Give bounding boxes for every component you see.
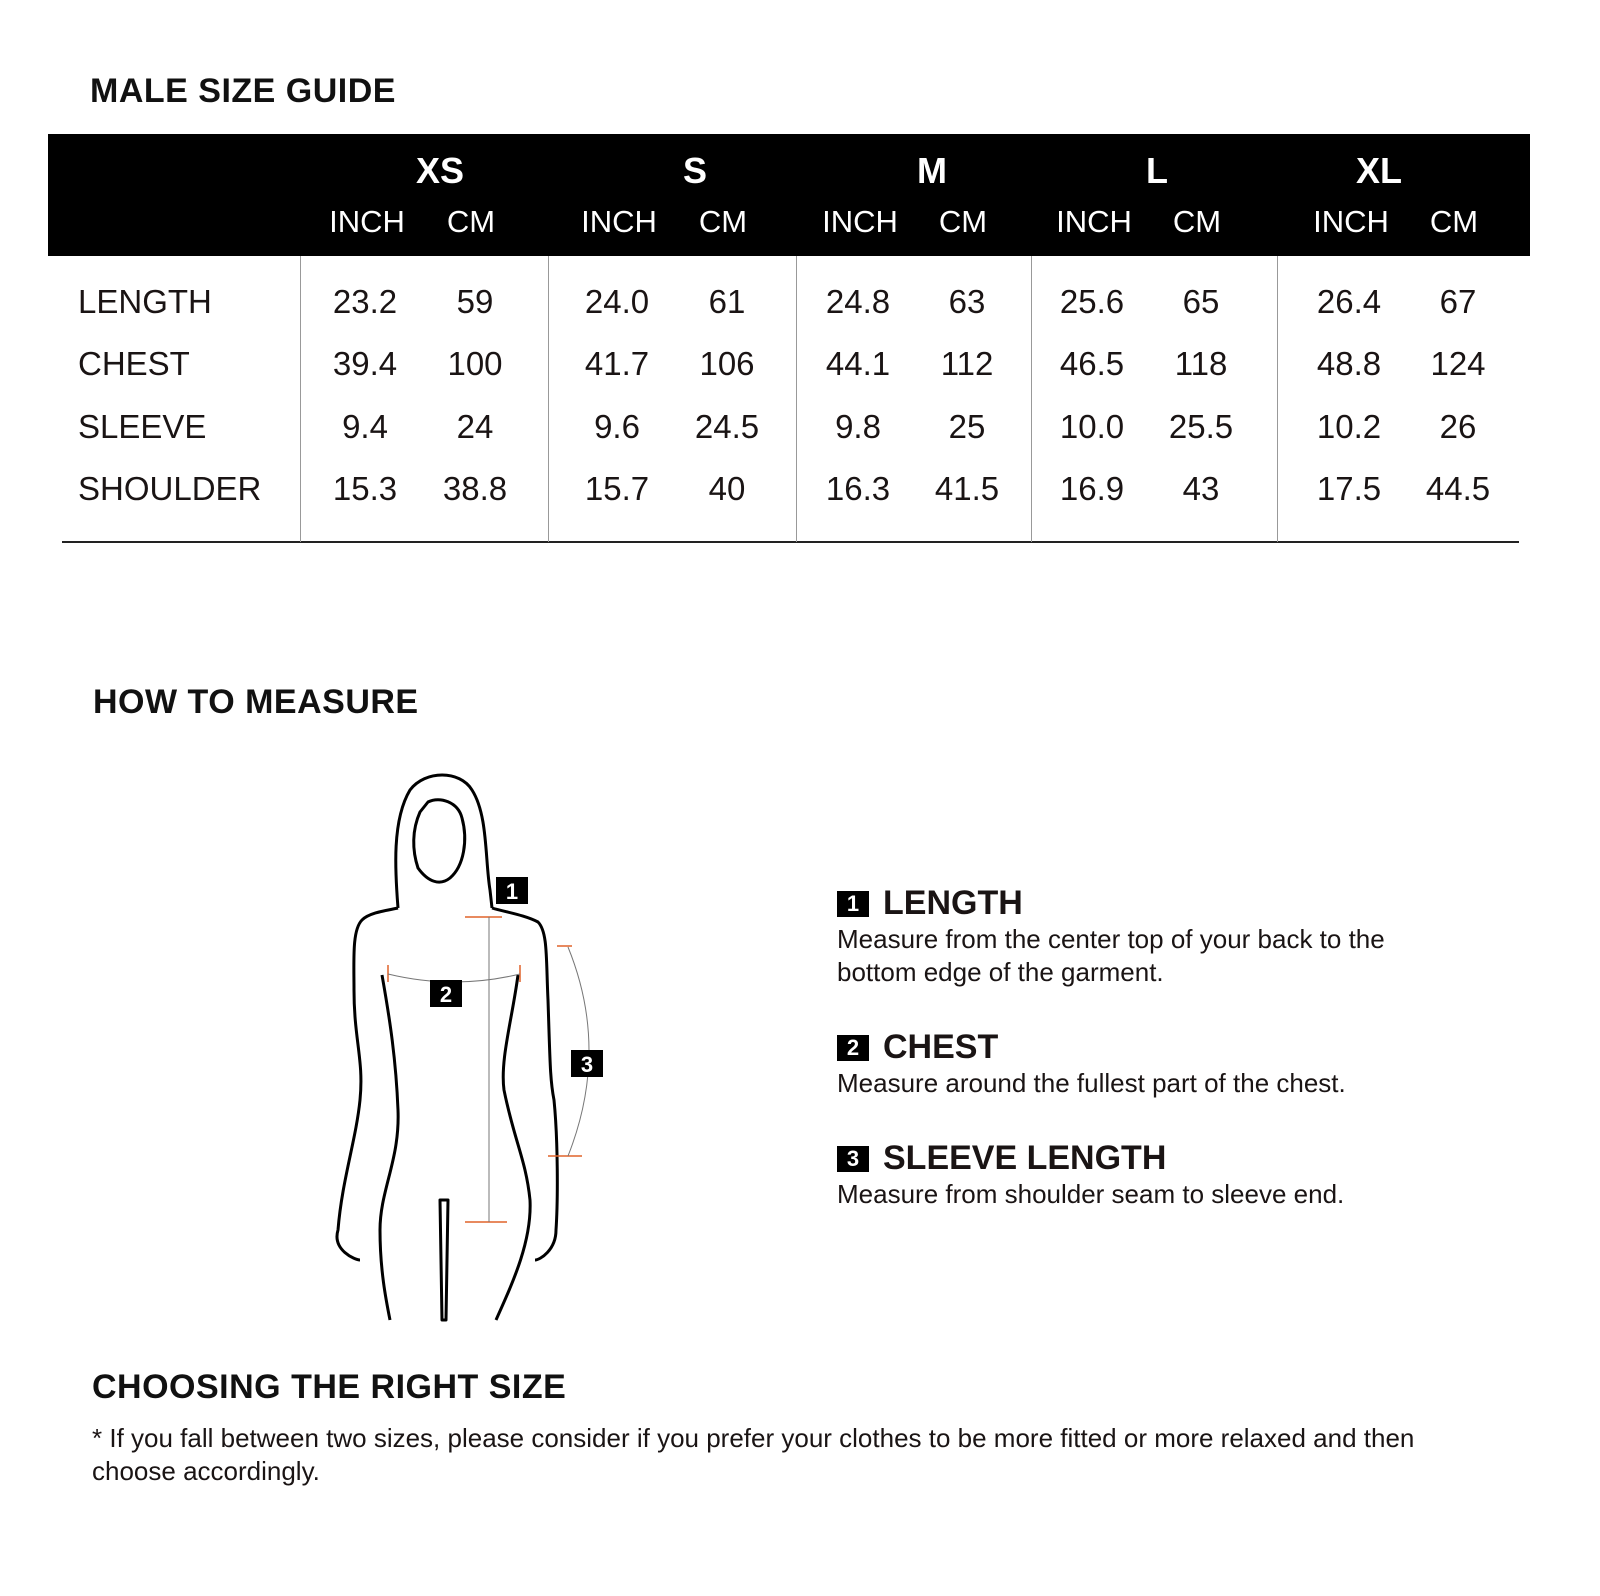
svg-text:2: 2	[440, 982, 452, 1007]
column-divider	[300, 256, 301, 542]
step-title: LENGTH	[883, 884, 1023, 922]
table-cell-inch: 23.2	[332, 283, 398, 320]
table-cell-inch: 39.4	[332, 345, 398, 382]
table-header	[48, 134, 1530, 256]
table-cell-inch: 41.7	[584, 345, 650, 382]
size-header-xs: XS	[415, 150, 465, 191]
table-cell-inch: 26.4	[1316, 283, 1382, 320]
unit-header-cm: CM	[1429, 204, 1479, 239]
table-cell-cm: 112	[940, 345, 994, 382]
size-header-s: S	[682, 150, 707, 191]
column-divider	[548, 256, 549, 542]
marker-1: 1	[496, 877, 528, 904]
step-number-badge: 1	[837, 890, 869, 917]
table-cell-inch: 24.0	[584, 283, 650, 320]
table-cell-cm: 26	[1439, 408, 1477, 445]
table-cell-cm: 38.8	[442, 470, 508, 507]
table-cell-cm: 43	[1182, 470, 1220, 507]
table-cell-cm: 100	[447, 345, 503, 382]
table-cell-inch: 10.2	[1316, 408, 1382, 445]
unit-header-cm: CM	[698, 204, 748, 239]
row-label-sleeve: SLEEVE	[78, 408, 207, 445]
table-cell-cm: 63	[948, 283, 986, 320]
size-header-xl: XL	[1355, 150, 1402, 191]
step-title: SLEEVE LENGTH	[883, 1139, 1167, 1177]
unit-header-inch: INCH	[581, 204, 657, 239]
table-cell-inch: 25.6	[1059, 283, 1125, 320]
table-cell-inch: 44.1	[825, 345, 891, 382]
choosing-note: * If you fall between two sizes, please …	[92, 1423, 1415, 1486]
how-to-measure-title: HOW TO MEASURE	[93, 683, 419, 721]
unit-header-inch: INCH	[1056, 204, 1132, 239]
table-cell-inch: 15.3	[332, 470, 398, 507]
table-cell-cm: 106	[699, 345, 755, 382]
unit-header-inch: INCH	[329, 204, 405, 239]
table-cell-inch: 9.6	[594, 408, 640, 445]
unit-header-cm: CM	[1172, 204, 1222, 239]
table-cell-cm: 24.5	[694, 408, 760, 445]
step-number-badge: 2	[837, 1034, 869, 1061]
column-divider	[796, 256, 797, 542]
size-guide-title: MALE SIZE GUIDE	[90, 72, 396, 110]
table-cell-cm: 25.5	[1168, 408, 1234, 445]
table-cell-cm: 25	[948, 408, 986, 445]
step-heading-3: 3 SLEEVE LENGTH	[837, 1139, 1166, 1178]
table-cell-cm: 67	[1439, 283, 1477, 320]
table-bottom-rule	[62, 541, 1519, 543]
table-cell-inch: 9.8	[835, 408, 881, 445]
step-heading-1: 1 LENGTH	[837, 884, 1023, 923]
table-cell-cm: 124	[1430, 345, 1486, 382]
step-description-2: Measure around the fullest part of the c…	[837, 1068, 1346, 1098]
step-description-1: Measure from the center top of your back…	[837, 924, 1385, 987]
marker-3: 3	[571, 1050, 603, 1077]
size-header-l: L	[1146, 150, 1168, 191]
table-cell-inch: 16.3	[825, 470, 891, 507]
row-label-length: LENGTH	[78, 283, 212, 320]
table-cell-cm: 118	[1174, 345, 1228, 382]
table-cell-cm: 61	[708, 283, 746, 320]
table-cell-cm: 59	[456, 283, 494, 320]
svg-text:3: 3	[581, 1052, 593, 1077]
step-number-badge: 3	[837, 1145, 869, 1172]
unit-header-inch: INCH	[822, 204, 898, 239]
marker-2: 2	[430, 980, 462, 1007]
table-cell-inch: 15.7	[584, 470, 650, 507]
table-cell-cm: 40	[708, 470, 746, 507]
table-cell-inch: 17.5	[1316, 470, 1382, 507]
table-cell-inch: 48.8	[1316, 345, 1382, 382]
column-divider	[1031, 256, 1032, 542]
row-label-shoulder: SHOULDER	[78, 470, 262, 507]
table-cell-cm: 24	[456, 408, 494, 445]
body-figure-illustration: 1 2 3	[335, 773, 603, 1322]
table-cell-inch: 24.8	[825, 283, 891, 320]
table-cell-cm: 44.5	[1425, 470, 1491, 507]
column-divider	[1277, 256, 1278, 542]
choosing-title: CHOOSING THE RIGHT SIZE	[92, 1368, 567, 1406]
table-cell-cm: 41.5	[934, 470, 1000, 507]
unit-header-cm: CM	[446, 204, 496, 239]
row-label-chest: CHEST	[78, 345, 190, 382]
unit-header-cm: CM	[938, 204, 988, 239]
svg-text:1: 1	[506, 879, 518, 904]
size-header-m: M	[917, 150, 947, 191]
table-cell-cm: 65	[1182, 283, 1220, 320]
step-description-3: Measure from shoulder seam to sleeve end…	[837, 1179, 1345, 1209]
unit-header-inch: INCH	[1313, 204, 1389, 239]
step-heading-2: 2 CHEST	[837, 1028, 998, 1067]
table-cell-inch: 16.9	[1059, 470, 1125, 507]
table-cell-inch: 10.0	[1059, 408, 1125, 445]
table-cell-inch: 9.4	[342, 408, 388, 445]
table-cell-inch: 46.5	[1059, 345, 1125, 382]
step-title: CHEST	[883, 1028, 999, 1066]
